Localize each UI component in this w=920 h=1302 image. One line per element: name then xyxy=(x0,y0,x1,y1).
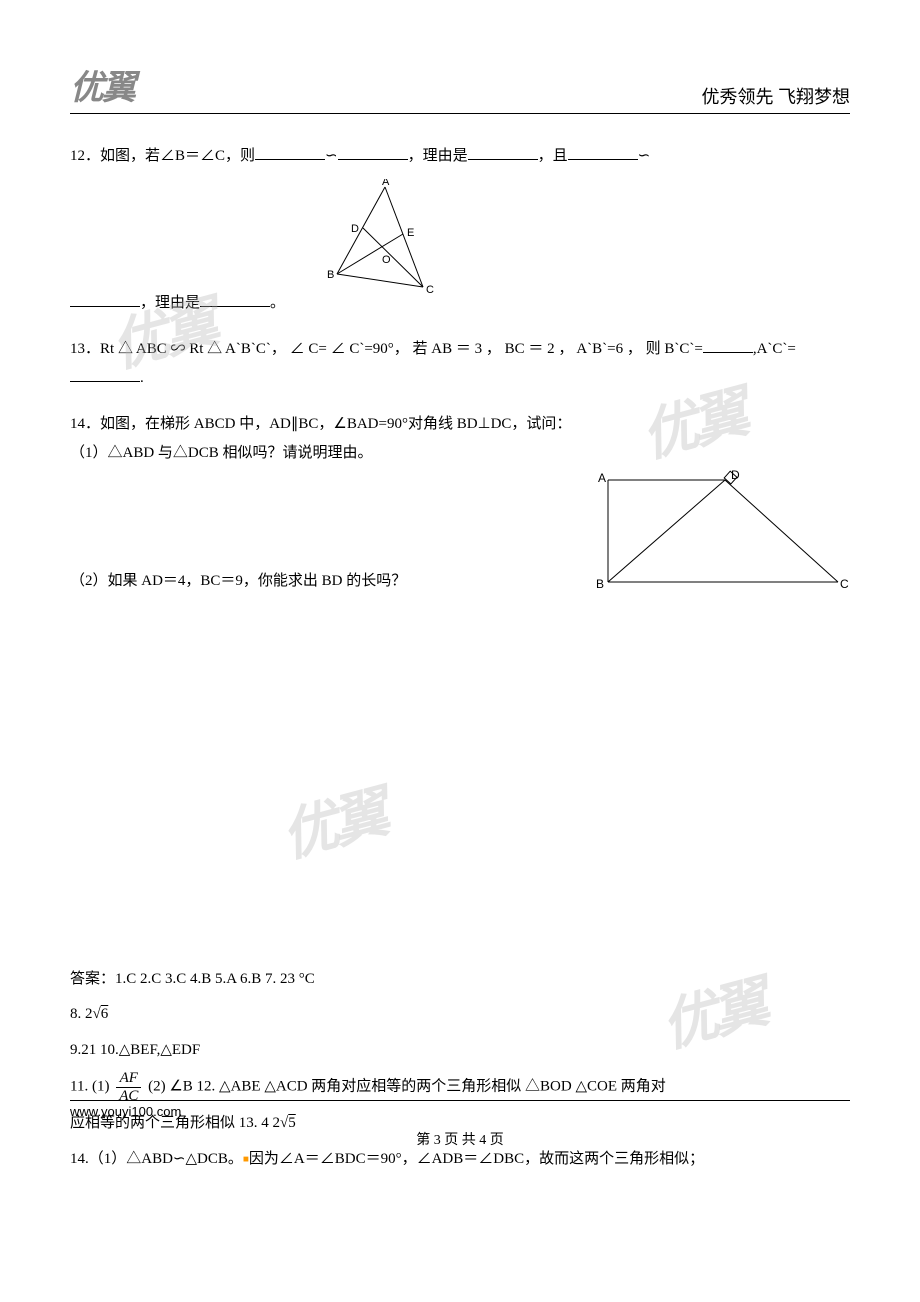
q12-number: 12． xyxy=(70,148,100,164)
trapezoid-diagram: A D B C xyxy=(590,467,850,597)
q14-text1: 如图，在梯形 ABCD 中，AD∥BC，∠BAD=90°对角线 BD⊥DC，试问… xyxy=(100,416,571,432)
q13-text: Rt △ ABC ∽ Rt △ A`B`C`， ∠ C= ∠ C`=90°， 若… xyxy=(100,341,703,357)
answer-line-3: 9.21 10.△BEF,△EDF xyxy=(70,1035,850,1067)
figure-q12: A B C D E O xyxy=(325,179,445,310)
spacer xyxy=(70,614,850,964)
blank xyxy=(70,292,140,307)
blank xyxy=(568,145,638,160)
svg-text:D: D xyxy=(731,468,740,482)
svg-text:D: D xyxy=(351,223,359,235)
q13-text3: . xyxy=(140,370,144,386)
page-footer: www.youyi100.com 第 3 页 共 4 页 xyxy=(70,1100,850,1149)
q12-text3: ，且 xyxy=(538,148,568,164)
frac-num: AF xyxy=(116,1070,141,1088)
svg-text:A: A xyxy=(382,179,390,188)
q13-number: 13． xyxy=(70,341,100,357)
dot-icon: ■ xyxy=(243,1154,249,1165)
ans11-pre: 11. (1) xyxy=(70,1078,113,1094)
blank xyxy=(703,338,753,353)
q14-number: 14． xyxy=(70,416,100,432)
question-12: 12．如图，若∠B＝∠C，则∽，理由是，且∽ ，理由是。 ABCDEO xyxy=(70,142,850,317)
footer-url: www.youyi100.com xyxy=(70,1104,850,1119)
sqrt-symbol: √ xyxy=(93,1006,101,1022)
svg-text:C: C xyxy=(426,284,434,296)
q12-text1: 如图，若∠B＝∠C，则 xyxy=(100,148,255,164)
similar-symbol: ∽ xyxy=(638,148,651,164)
ans14-text: 14.（1）△ABD∽△DCB。■因为∠A＝∠BDC＝90°，∠ADB＝∠DBC… xyxy=(70,1151,704,1167)
q12-line1: 12．如图，若∠B＝∠C，则 ∽ ，理由是 ，且 ∽ xyxy=(70,142,850,171)
q13-text2: ,A`C`= xyxy=(753,341,796,357)
question-13: 13．Rt △ ABC ∽ Rt △ A`B`C`， ∠ C= ∠ C`=90°… xyxy=(70,335,850,392)
blank xyxy=(255,145,325,160)
q12-text4: ，理由是 xyxy=(140,295,200,311)
blank xyxy=(200,292,270,307)
svg-text:A: A xyxy=(598,471,606,485)
blank xyxy=(338,145,408,160)
triangle-diagram: A B C D E O xyxy=(325,179,445,299)
q12-text5: 。 xyxy=(270,295,285,311)
header-slogan: 优秀领先 飞翔梦想 xyxy=(702,83,851,109)
svg-text:E: E xyxy=(407,227,414,239)
logo: 优翼 xyxy=(70,60,134,109)
ans8-pre: 8. 2 xyxy=(70,1006,93,1022)
blank xyxy=(70,367,140,382)
ans11-mid: (2) ∠B 12. △ABE △ACD 两角对应相等的两个三角形相似 △BOD… xyxy=(144,1078,665,1094)
similar-symbol: ∽ xyxy=(325,148,338,164)
blank xyxy=(468,145,538,160)
svg-text:B: B xyxy=(327,269,334,281)
question-14: 14．如图，在梯形 ABCD 中，AD∥BC，∠BAD=90°对角线 BD⊥DC… xyxy=(70,410,850,596)
q14-part1: （1）△ABD 与△DCB 相似吗？请说明理由。 xyxy=(70,439,850,468)
q14-line1: 14．如图，在梯形 ABCD 中，AD∥BC，∠BAD=90°对角线 BD⊥DC… xyxy=(70,410,850,439)
page-header: 优翼 优秀领先 飞翔梦想 xyxy=(70,60,850,114)
answer-line-2: 8. 2√6 xyxy=(70,999,850,1031)
answer-line-4: 11. (1) AFAC (2) ∠B 12. △ABE △ACD 两角对应相等… xyxy=(70,1070,850,1104)
q12-text2: ，理由是 xyxy=(408,148,468,164)
answer-line-1: 答案：1.C 2.C 3.C 4.B 5.A 6.B 7. 23 °C xyxy=(70,964,850,996)
q12-text-row2: ，理由是 。 xyxy=(70,289,285,318)
content-area: 12．如图，若∠B＝∠C，则∽，理由是，且∽ ，理由是。 ABCDEO 13．R… xyxy=(70,142,850,1175)
ans8-sqrt: 6 xyxy=(101,1006,109,1022)
svg-text:B: B xyxy=(596,577,604,591)
page-container: 优翼 优翼 优翼 优翼 优翼 优秀领先 飞翔梦想 12．如图，若∠B＝∠C，则∽… xyxy=(0,0,920,1219)
svg-text:O: O xyxy=(382,254,391,266)
fraction: AFAC xyxy=(116,1070,141,1104)
svg-text:C: C xyxy=(840,577,849,591)
footer-page-number: 第 3 页 共 4 页 xyxy=(70,1129,850,1149)
footer-divider: www.youyi100.com xyxy=(70,1100,850,1119)
figure-q14: A D B C xyxy=(590,467,850,608)
